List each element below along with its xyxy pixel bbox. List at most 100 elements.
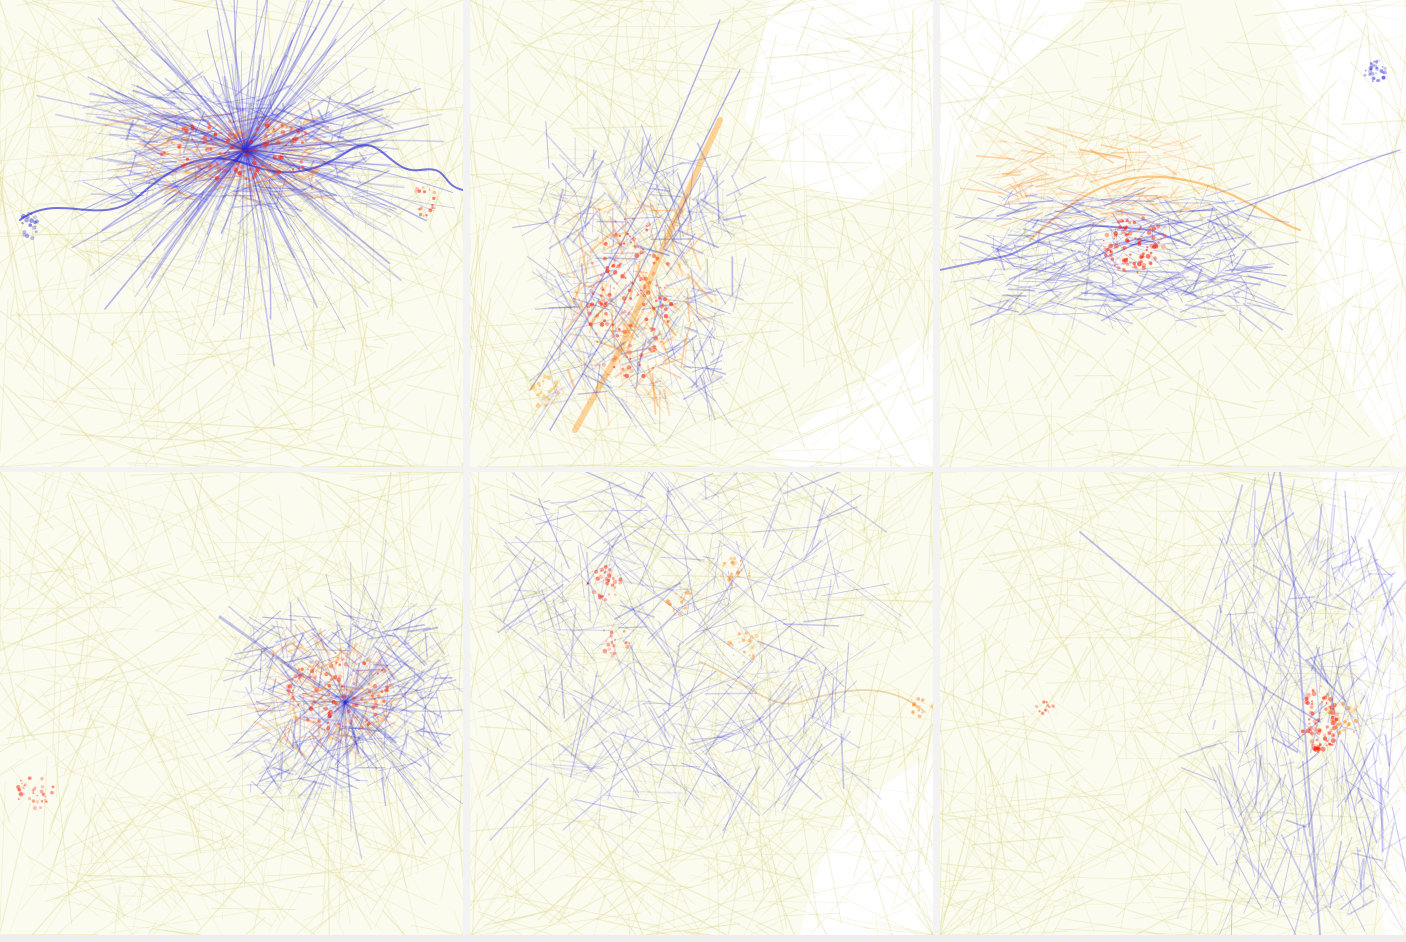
red-hotspot <box>1142 252 1145 256</box>
road-line <box>288 413 350 433</box>
blue-stroke <box>563 231 593 240</box>
road-line <box>260 192 265 312</box>
road-line <box>350 472 463 478</box>
blue-stroke <box>256 145 276 170</box>
blue-stroke <box>609 329 639 375</box>
road-line <box>949 415 964 467</box>
road-line <box>153 21 190 189</box>
road-line <box>986 318 996 401</box>
road-line <box>955 19 1083 121</box>
orange-stroke <box>330 667 345 675</box>
blue-hotspot <box>1370 72 1375 76</box>
blue-stroke <box>394 673 423 707</box>
road-line <box>470 113 557 136</box>
blue-stroke <box>327 630 339 644</box>
road-line <box>0 189 19 271</box>
blue-stroke <box>380 710 417 747</box>
blue-stroke <box>1039 234 1072 246</box>
road-line <box>0 536 18 543</box>
road-line <box>302 613 354 631</box>
red-hotspot <box>418 208 421 211</box>
road-line <box>1101 411 1111 436</box>
road-line <box>192 36 205 73</box>
blue-stroke <box>1008 227 1028 256</box>
blue-stroke <box>662 315 679 341</box>
road-line <box>389 737 402 838</box>
road-line <box>1108 450 1233 467</box>
road-line <box>331 717 415 840</box>
road-line <box>391 560 454 647</box>
blue-stroke <box>288 169 297 181</box>
road-line <box>57 288 91 319</box>
road-line <box>399 0 440 39</box>
road-line <box>0 118 33 175</box>
blue-route <box>164 149 246 205</box>
road-line <box>819 24 927 79</box>
road-line <box>446 377 462 467</box>
road-line <box>818 133 855 259</box>
road-line <box>72 0 100 7</box>
blue-stroke <box>1184 244 1204 267</box>
blue-stroke <box>389 719 410 744</box>
blue-stroke <box>279 175 287 200</box>
road-line <box>90 16 121 59</box>
blue-stroke <box>646 154 660 191</box>
orange-stroke <box>1070 169 1100 187</box>
blue-stroke <box>629 280 664 319</box>
orange-stroke <box>138 135 179 148</box>
blue-stroke <box>353 727 372 746</box>
orange-hotspot <box>542 394 545 397</box>
blue-stroke <box>198 103 254 130</box>
blue-stroke <box>1183 254 1236 270</box>
road-line <box>72 562 78 602</box>
red-hotspot <box>219 131 223 135</box>
road-line <box>326 757 351 925</box>
road-line <box>971 283 1087 338</box>
orange-stroke <box>632 296 652 329</box>
red-hotspot <box>1132 220 1136 225</box>
orange-stroke <box>254 162 289 170</box>
blue-stroke <box>1164 219 1214 240</box>
road-line <box>1175 126 1220 285</box>
blue-stroke <box>626 268 660 318</box>
road-line <box>694 300 791 398</box>
blue-stroke <box>652 161 685 175</box>
blue-stroke <box>1136 238 1157 244</box>
blue-stroke <box>732 257 747 312</box>
road-line <box>904 249 933 359</box>
road-line <box>546 390 697 404</box>
orange-stroke <box>304 138 332 152</box>
road-line <box>1056 244 1100 356</box>
blue-stroke <box>232 140 241 146</box>
blue-stroke <box>646 227 659 230</box>
orange-stroke <box>375 694 382 698</box>
blue-stroke <box>328 589 368 620</box>
road-line <box>23 287 78 293</box>
road-line <box>1152 86 1181 130</box>
blue-stroke <box>1140 305 1167 320</box>
blue-stroke <box>267 672 304 691</box>
blue-stroke <box>1035 237 1041 253</box>
road-line <box>779 383 922 445</box>
road-line <box>166 662 233 686</box>
red-hotspot <box>261 165 264 168</box>
road-line <box>733 294 887 387</box>
road-line <box>214 201 273 323</box>
road-line <box>757 79 768 130</box>
road-line <box>0 518 77 629</box>
road-line <box>123 472 140 575</box>
road-line <box>228 1 259 51</box>
road-line <box>133 134 239 232</box>
red-hotspot <box>291 678 294 681</box>
blue-stroke <box>690 270 699 315</box>
road-line <box>606 7 621 148</box>
road-line <box>556 196 611 354</box>
road-line <box>162 791 247 837</box>
road-line <box>803 123 806 266</box>
orange-stroke <box>333 647 343 670</box>
road-line <box>0 704 77 776</box>
road-line <box>48 709 94 835</box>
road-line <box>1188 369 1201 465</box>
blue-stroke <box>683 327 726 343</box>
road-line <box>353 322 368 387</box>
